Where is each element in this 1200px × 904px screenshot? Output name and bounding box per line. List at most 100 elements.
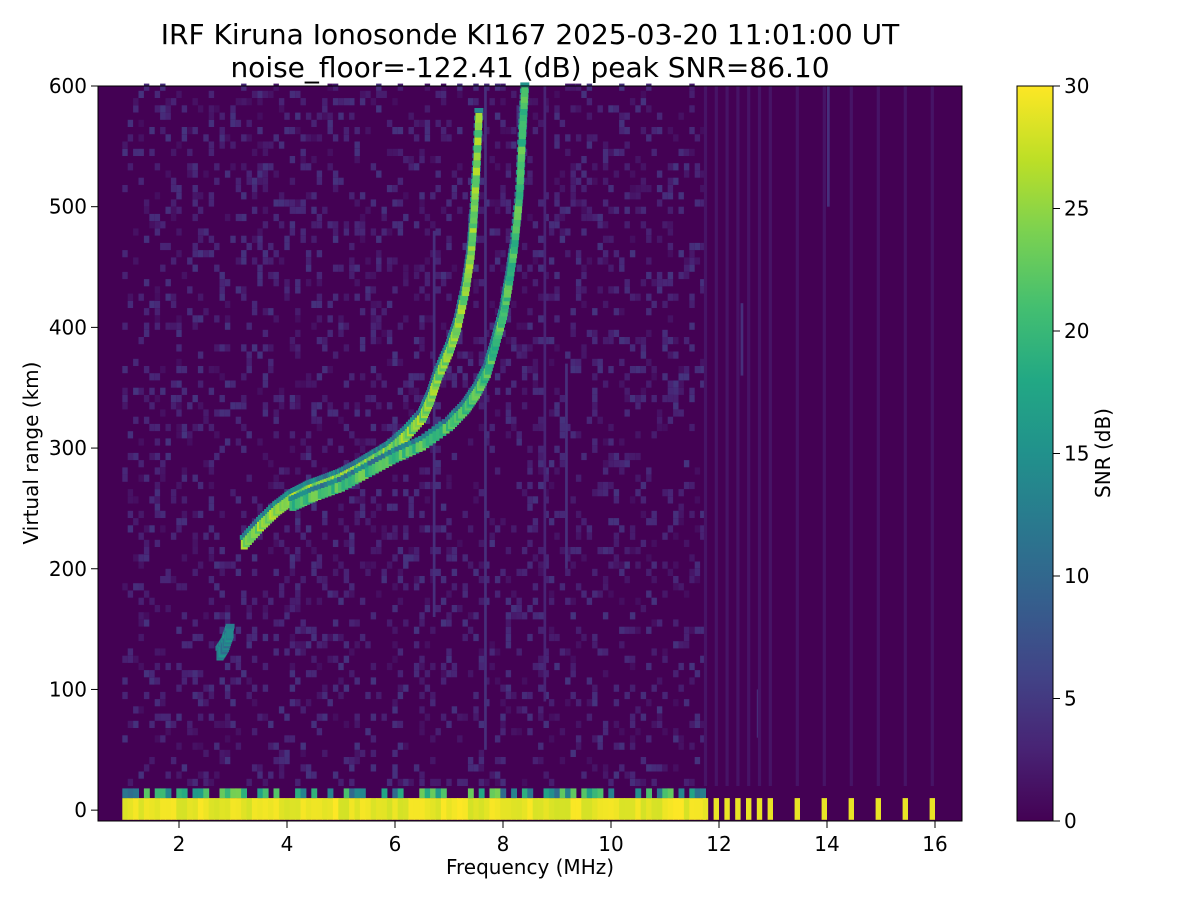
noise-cell bbox=[316, 337, 323, 345]
noise-cell bbox=[473, 764, 479, 772]
noise-cell bbox=[532, 757, 539, 765]
noise-cell bbox=[316, 561, 323, 569]
noise-cell bbox=[197, 713, 204, 721]
noise-cell bbox=[662, 489, 668, 497]
noise-cell bbox=[440, 134, 447, 142]
noise-cell bbox=[386, 185, 393, 193]
noise-cell bbox=[138, 583, 144, 591]
noise-cell bbox=[602, 612, 609, 620]
noise-cell bbox=[565, 699, 571, 707]
noise-cell bbox=[565, 148, 571, 156]
ground-echo-edge bbox=[122, 788, 129, 799]
noise-cell bbox=[311, 547, 317, 555]
ground-echo-edge bbox=[311, 788, 318, 799]
y-tick-label: 100 bbox=[49, 677, 87, 701]
noise-cell bbox=[592, 641, 598, 649]
noise-cell bbox=[187, 431, 193, 439]
noise-cell bbox=[629, 655, 636, 663]
noise-cell bbox=[251, 626, 258, 634]
noise-cell bbox=[673, 134, 679, 142]
noise-cell bbox=[289, 605, 296, 613]
noise-cell bbox=[629, 496, 636, 504]
noise-cell bbox=[170, 402, 177, 410]
noise-cell bbox=[349, 778, 355, 786]
noise-cell bbox=[365, 293, 371, 301]
noise-cell bbox=[565, 568, 571, 576]
noise-cell bbox=[505, 409, 512, 417]
noise-cell bbox=[624, 192, 630, 200]
noise-cell bbox=[624, 655, 630, 663]
noise-cell bbox=[300, 156, 306, 164]
noise-cell bbox=[570, 655, 576, 663]
noise-cell bbox=[154, 293, 161, 301]
noise-cell bbox=[165, 206, 171, 214]
noise-cell bbox=[381, 329, 387, 337]
noise-cell bbox=[349, 764, 355, 772]
noise-cell bbox=[602, 467, 609, 475]
ground-echo-cell bbox=[635, 798, 642, 820]
noise-cell bbox=[278, 221, 285, 229]
noise-cell bbox=[284, 605, 290, 613]
noise-cell bbox=[408, 496, 414, 504]
noise-cell bbox=[311, 156, 317, 164]
noise-cell bbox=[635, 489, 641, 497]
ground-echo-cell bbox=[662, 798, 669, 820]
noise-cell bbox=[548, 257, 555, 265]
noise-cell bbox=[268, 271, 274, 280]
noise-cell bbox=[376, 337, 382, 345]
ground-echo-channel bbox=[756, 798, 763, 820]
noise-cell bbox=[273, 409, 279, 417]
noise-cell bbox=[176, 395, 182, 403]
noise-cell bbox=[554, 90, 560, 98]
noise-cell bbox=[435, 525, 441, 533]
noise-cell bbox=[176, 358, 182, 366]
noise-cell bbox=[640, 206, 647, 214]
noise-cell bbox=[149, 452, 155, 461]
trace-4-cell bbox=[475, 120, 482, 131]
noise-cell bbox=[370, 366, 377, 374]
noise-cell bbox=[505, 619, 512, 627]
noise-cell bbox=[376, 489, 382, 497]
noise-cell bbox=[176, 626, 182, 634]
noise-cell bbox=[316, 576, 323, 584]
noise-cell bbox=[403, 489, 409, 497]
noise-cell bbox=[694, 242, 701, 251]
ground-echo-cell bbox=[197, 798, 204, 820]
noise-cell bbox=[149, 597, 155, 605]
noise-cell bbox=[127, 648, 134, 656]
noise-cell bbox=[446, 366, 452, 374]
noise-cell bbox=[689, 742, 695, 750]
noise-cell bbox=[457, 735, 463, 743]
noise-cell bbox=[311, 460, 317, 468]
noise-cell bbox=[619, 641, 625, 649]
ground-echo-cell bbox=[386, 798, 393, 820]
ground-echo-cell bbox=[532, 798, 539, 820]
ground-echo-cell bbox=[646, 798, 652, 820]
noise-cell bbox=[435, 467, 441, 475]
noise-cell bbox=[305, 373, 312, 381]
noise-cell bbox=[597, 742, 603, 750]
noise-cell bbox=[138, 561, 144, 569]
noise-cell bbox=[570, 308, 576, 316]
noise-cell bbox=[613, 742, 620, 750]
noise-cell bbox=[662, 337, 668, 345]
noise-cell bbox=[251, 728, 258, 736]
noise-cell bbox=[154, 373, 161, 381]
noise-cell bbox=[214, 105, 220, 113]
noise-cell bbox=[143, 329, 150, 337]
noise-cell bbox=[619, 380, 625, 388]
noise-cell bbox=[359, 235, 366, 243]
noise-cell bbox=[251, 699, 258, 707]
noise-cell bbox=[397, 742, 404, 750]
noise-cell bbox=[656, 271, 663, 280]
ground-echo-cell bbox=[246, 798, 253, 820]
noise-cell bbox=[597, 648, 603, 656]
noise-cell bbox=[413, 641, 420, 649]
noise-cell bbox=[332, 619, 339, 627]
noise-cell bbox=[689, 677, 695, 685]
trace-4-cell bbox=[473, 165, 480, 176]
noise-cell bbox=[338, 691, 344, 700]
noise-cell bbox=[521, 677, 528, 685]
noise-cell bbox=[586, 257, 593, 265]
noise-cell bbox=[251, 192, 258, 200]
